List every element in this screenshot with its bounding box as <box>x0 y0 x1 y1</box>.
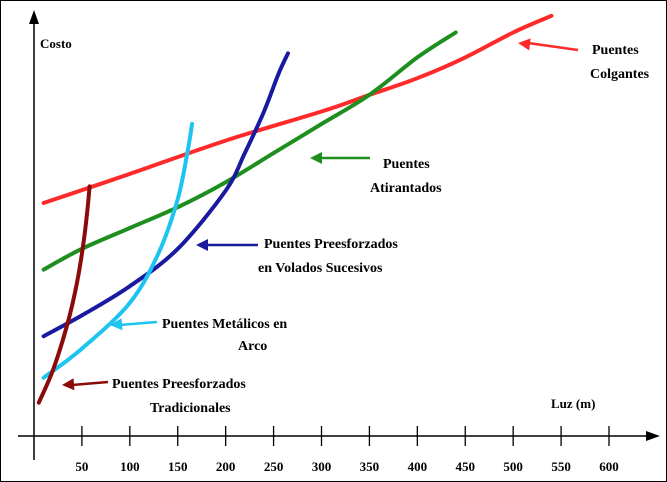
x-tick-label: 450 <box>456 459 476 474</box>
arrowhead-icon <box>196 239 208 251</box>
series-label-atirantados: Puentes <box>383 157 430 172</box>
x-tick-label: 200 <box>216 459 236 474</box>
series-line-tradicionales <box>36 184 92 405</box>
x-tick-label: 100 <box>120 459 140 474</box>
x-axis-arrow-icon <box>646 431 660 441</box>
y-axis-label: Costo <box>40 36 72 51</box>
annotation-arrow-colgantes <box>527 41 579 52</box>
x-ticks: 50 100 150 200 250 300 350 400 450 500 550 600 <box>75 426 619 474</box>
series-line-atirantados <box>41 30 458 272</box>
annotation-arrow-metalicos <box>119 320 158 327</box>
x-axis-label: Luz (m) <box>551 396 595 411</box>
series-label-atirantados: Atirantados <box>370 181 442 196</box>
series-annotations: Puentes Colgantes Puentes Atirantados Puente… <box>62 38 650 416</box>
x-tick-label: 500 <box>503 459 523 474</box>
series-label-volados: Puentes Preesforzados <box>264 237 398 252</box>
x-tick-label: 600 <box>599 459 619 474</box>
annotation-arrow-tradicionales <box>71 380 109 387</box>
x-tick-label: 400 <box>408 459 428 474</box>
series-lines <box>36 13 554 405</box>
series-label-metalicos: Puentes Metálicos en <box>162 317 287 332</box>
series-label-metalicos: Arco <box>238 339 267 354</box>
arrowhead-icon <box>110 318 123 331</box>
x-tick-label: 300 <box>312 459 332 474</box>
x-tick-label: 550 <box>551 459 571 474</box>
series-label-colgantes: Puentes <box>592 43 639 58</box>
x-tick-label: 50 <box>75 459 88 474</box>
series-label-volados: en Volados Sucesivos <box>258 261 383 276</box>
arrowhead-icon <box>518 38 531 51</box>
axes: Costo Luz (m) <box>18 10 660 460</box>
x-tick-label: 350 <box>360 459 380 474</box>
series-line-colgantes <box>41 13 554 205</box>
x-tick-label: 250 <box>264 459 284 474</box>
arrowhead-icon <box>62 378 75 391</box>
y-axis-arrow-icon <box>29 10 39 24</box>
x-tick-label: 150 <box>168 459 188 474</box>
series-label-tradicionales: Tradicionales <box>150 401 231 416</box>
series-line-volados <box>41 51 290 339</box>
series-label-colgantes: Colgantes <box>590 67 650 82</box>
series-label-tradicionales: Puentes Preesforzados <box>112 377 246 392</box>
arrowhead-icon <box>310 152 322 164</box>
series-line-metalicos <box>41 122 195 380</box>
